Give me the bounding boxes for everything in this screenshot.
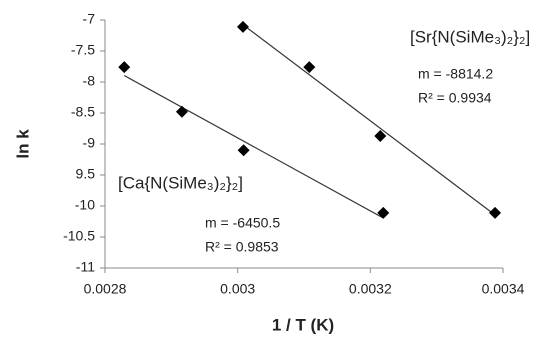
y-tick-label: -9 [83,135,96,151]
y-tick-label: -7.5 [71,42,95,58]
trendline [123,74,384,219]
marker [377,206,390,219]
y-tick-label: -10.5 [63,228,95,244]
marker [374,129,387,142]
x-tick-label: 0.003 [220,281,255,297]
x-tick-label: 0.0028 [84,281,127,297]
series-label: [Sr{N(SiMe₃)₂}₂] [410,27,530,46]
y-axis-title: ln k [13,129,32,159]
slope-label: m = -8814.2 [418,66,493,82]
r2-label: R² = 0.9934 [418,90,492,106]
x-tick-label: 0.0034 [482,281,525,297]
y-tick-label: -10 [75,197,95,213]
marker [175,105,188,118]
slope-label: m = -6450.5 [205,215,280,231]
marker [237,144,250,157]
trendline [242,24,496,216]
y-tick-label: -8.5 [71,104,95,120]
marker [118,61,131,74]
series-label: [Ca{N(SiMe₃)₂}₂] [118,173,243,192]
y-tick-label: -11 [76,259,95,275]
marker [303,61,316,74]
marker [489,206,502,219]
marker [236,20,249,33]
x-axis-title: 1 / T (K) [272,315,334,334]
y-tick-label: -7 [83,11,96,27]
x-tick-label: 0.0032 [349,281,392,297]
y-tick-label: -8 [83,73,96,89]
r2-label: R² = 0.9853 [205,239,279,255]
y-tick-label: 9.5 [76,166,96,182]
